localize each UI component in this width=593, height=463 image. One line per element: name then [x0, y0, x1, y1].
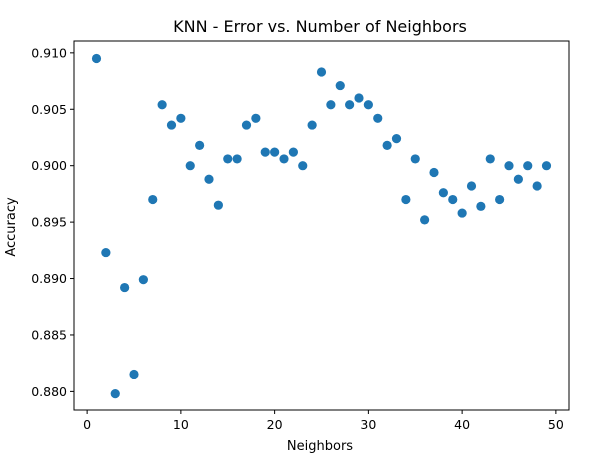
scatter-point — [195, 140, 205, 150]
scatter-point — [204, 174, 214, 184]
scatter-point — [279, 154, 289, 164]
scatter-point — [288, 147, 298, 157]
scatter-point — [166, 120, 177, 130]
scatter-point — [260, 147, 270, 157]
y-tick-label: 0.885 — [31, 327, 67, 342]
scatter-point — [270, 147, 280, 157]
scatter-point — [316, 67, 327, 77]
scatter-point — [101, 247, 111, 258]
scatter-point — [335, 80, 345, 91]
scatter-points — [91, 53, 552, 399]
scatter-point — [476, 201, 486, 211]
plot-area — [73, 40, 570, 411]
scatter-point — [438, 188, 448, 198]
scatter-point — [420, 215, 430, 225]
y-tick-label: 0.880 — [31, 384, 67, 399]
scatter-point — [513, 174, 523, 184]
scatter-point — [110, 389, 120, 399]
x-tick-label: 20 — [267, 417, 283, 432]
scatter-point — [298, 161, 308, 171]
scatter-point — [232, 154, 242, 164]
scatter-point — [148, 194, 158, 205]
y-axis: 0.880 0.885 0.890 0.895 0.900 0.905 0.910 — [31, 45, 74, 399]
scatter-point — [326, 100, 336, 110]
scatter-point — [373, 113, 383, 123]
y-axis-label: Accuracy — [4, 197, 19, 257]
scatter-point — [429, 167, 439, 178]
scatter-point — [91, 53, 102, 64]
scatter-point — [391, 134, 402, 144]
y-tick-label: 0.905 — [31, 102, 67, 117]
scatter-point — [241, 120, 252, 130]
x-tick-label: 0 — [83, 417, 91, 432]
chart-title: KNN - Error vs. Number of Neighbors — [173, 17, 467, 36]
scatter-point — [363, 100, 373, 110]
scatter-point — [401, 194, 411, 205]
scatter-point — [129, 369, 139, 380]
x-tick-label: 10 — [173, 417, 189, 432]
scatter-point — [523, 161, 533, 171]
x-tick-label: 50 — [548, 417, 564, 432]
scatter-point — [223, 154, 233, 164]
scatter-point — [354, 93, 364, 103]
scatter-point — [457, 208, 467, 218]
x-axis: 0 10 20 30 40 50 — [83, 410, 564, 432]
scatter-point — [495, 194, 505, 205]
scatter-point — [448, 194, 458, 205]
scatter-point — [185, 161, 195, 171]
x-tick-label: 30 — [360, 417, 376, 432]
x-tick-label: 40 — [454, 417, 470, 432]
scatter-point — [485, 154, 495, 164]
scatter-point — [251, 113, 261, 123]
scatter-point — [138, 275, 148, 285]
scatter-point — [120, 282, 130, 293]
y-tick-label: 0.910 — [31, 45, 67, 60]
y-tick-label: 0.895 — [31, 215, 67, 230]
scatter-point — [307, 120, 317, 130]
scatter-point — [157, 100, 167, 110]
scatter-point — [382, 140, 392, 150]
x-axis-label: Neighbors — [287, 439, 353, 454]
y-tick-label: 0.890 — [31, 271, 67, 286]
scatter-point — [213, 200, 223, 210]
scatter-point — [532, 181, 542, 191]
scatter-point — [466, 181, 477, 191]
y-tick-label: 0.900 — [31, 158, 67, 173]
scatter-point — [345, 100, 355, 110]
scatter-point — [541, 161, 552, 171]
scatter-point — [504, 161, 514, 171]
scatter-point — [410, 154, 420, 164]
scatter-point — [176, 113, 186, 123]
